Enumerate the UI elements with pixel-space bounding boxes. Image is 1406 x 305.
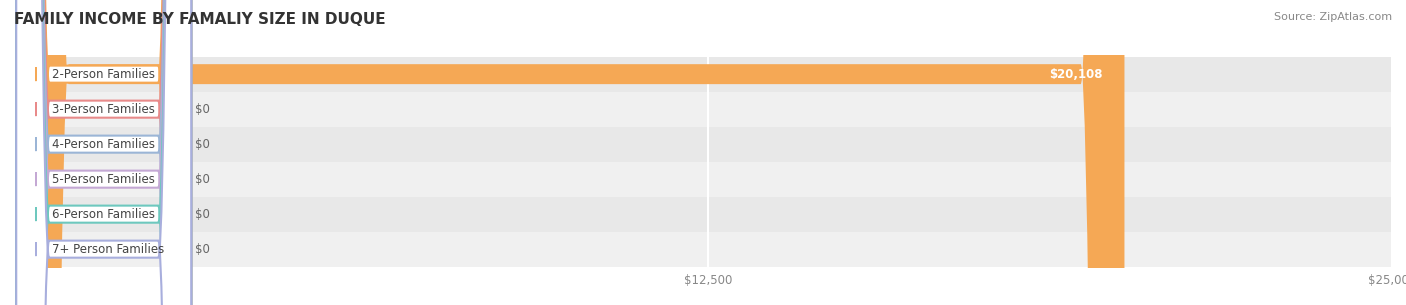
- Text: 4-Person Families: 4-Person Families: [52, 138, 155, 151]
- FancyBboxPatch shape: [17, 0, 191, 305]
- FancyBboxPatch shape: [17, 0, 191, 305]
- FancyBboxPatch shape: [17, 0, 191, 305]
- Bar: [25, 162, 1392, 197]
- Text: FAMILY INCOME BY FAMALIY SIZE IN DUQUE: FAMILY INCOME BY FAMALIY SIZE IN DUQUE: [14, 12, 385, 27]
- Bar: [25, 57, 1392, 92]
- FancyBboxPatch shape: [17, 0, 191, 305]
- Text: 3-Person Families: 3-Person Families: [52, 103, 155, 116]
- Text: 7+ Person Families: 7+ Person Families: [52, 243, 165, 256]
- Bar: [25, 127, 1392, 162]
- Text: $20,108: $20,108: [1049, 68, 1102, 81]
- Bar: [25, 92, 1392, 127]
- Bar: [25, 197, 1392, 232]
- Text: $0: $0: [194, 103, 209, 116]
- Text: 2-Person Families: 2-Person Families: [52, 68, 155, 81]
- Text: 5-Person Families: 5-Person Families: [52, 173, 155, 186]
- Text: $0: $0: [194, 208, 209, 221]
- FancyBboxPatch shape: [17, 0, 191, 305]
- Text: $0: $0: [194, 138, 209, 151]
- Bar: [25, 232, 1392, 267]
- Text: Source: ZipAtlas.com: Source: ZipAtlas.com: [1274, 12, 1392, 22]
- Text: $0: $0: [194, 243, 209, 256]
- FancyBboxPatch shape: [25, 0, 1125, 305]
- Text: 6-Person Families: 6-Person Families: [52, 208, 155, 221]
- FancyBboxPatch shape: [17, 0, 191, 305]
- Text: $0: $0: [194, 173, 209, 186]
